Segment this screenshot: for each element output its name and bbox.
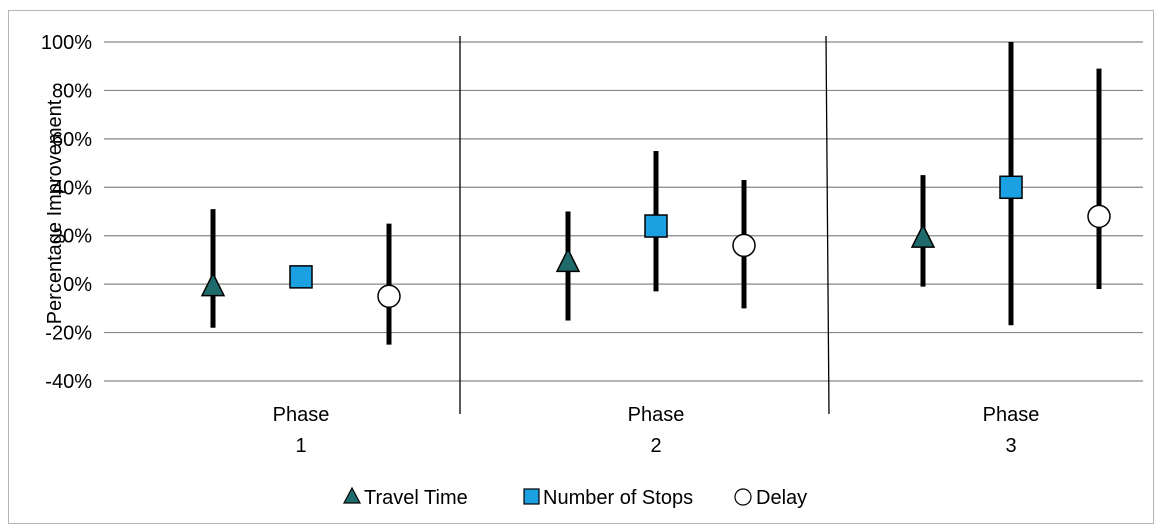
y-tick-label: 100% bbox=[41, 32, 92, 54]
y-tick-labels: -40% -20% 0% 20% 40% 60% 80% 100% bbox=[41, 32, 92, 393]
y-tick-label: 40% bbox=[52, 177, 92, 199]
x-category-label: 2 bbox=[650, 435, 661, 457]
x-category-label: 3 bbox=[1005, 435, 1016, 457]
y-tick-label: 80% bbox=[52, 80, 92, 102]
legend-label: Number of Stops bbox=[543, 487, 693, 509]
number-of-stops-marker bbox=[289, 265, 313, 289]
legend-square-icon bbox=[523, 488, 540, 505]
travel-time-marker bbox=[200, 271, 226, 297]
travel-time-marker bbox=[555, 247, 581, 273]
x-category-labels: Phase 1 Phase 2 Phase 3 bbox=[273, 404, 1040, 457]
x-category-label: Phase bbox=[628, 404, 685, 426]
y-tick-label: -40% bbox=[45, 371, 92, 393]
number-of-stops-marker bbox=[644, 214, 668, 238]
legend-label: Travel Time bbox=[364, 487, 468, 509]
y-tick-label: -20% bbox=[45, 323, 92, 345]
chart-frame bbox=[8, 10, 1154, 524]
category-separators bbox=[459, 35, 830, 415]
travel-time-marker bbox=[910, 223, 936, 248]
grid-lines bbox=[104, 41, 1143, 382]
error-bars bbox=[210, 42, 1102, 345]
legend-circle-icon bbox=[734, 488, 752, 506]
x-category-label: Phase bbox=[273, 404, 330, 426]
delay-marker bbox=[377, 284, 401, 308]
x-category-label: 1 bbox=[295, 435, 306, 457]
x-category-label: Phase bbox=[983, 404, 1040, 426]
y-tick-label: 20% bbox=[52, 226, 92, 248]
number-of-stops-marker bbox=[999, 175, 1023, 200]
delay-marker bbox=[1087, 204, 1111, 229]
legend-triangle-icon bbox=[343, 486, 361, 504]
data-markers bbox=[200, 175, 1111, 308]
legend-label: Delay bbox=[756, 487, 807, 509]
y-axis-title: Percentage Improvement bbox=[44, 99, 66, 324]
legend: Travel Time Number of Stops Delay bbox=[343, 486, 807, 509]
y-tick-label: 60% bbox=[52, 129, 92, 151]
delay-marker bbox=[732, 233, 756, 258]
y-tick-label: 0% bbox=[63, 274, 92, 296]
category-separator bbox=[825, 35, 830, 415]
